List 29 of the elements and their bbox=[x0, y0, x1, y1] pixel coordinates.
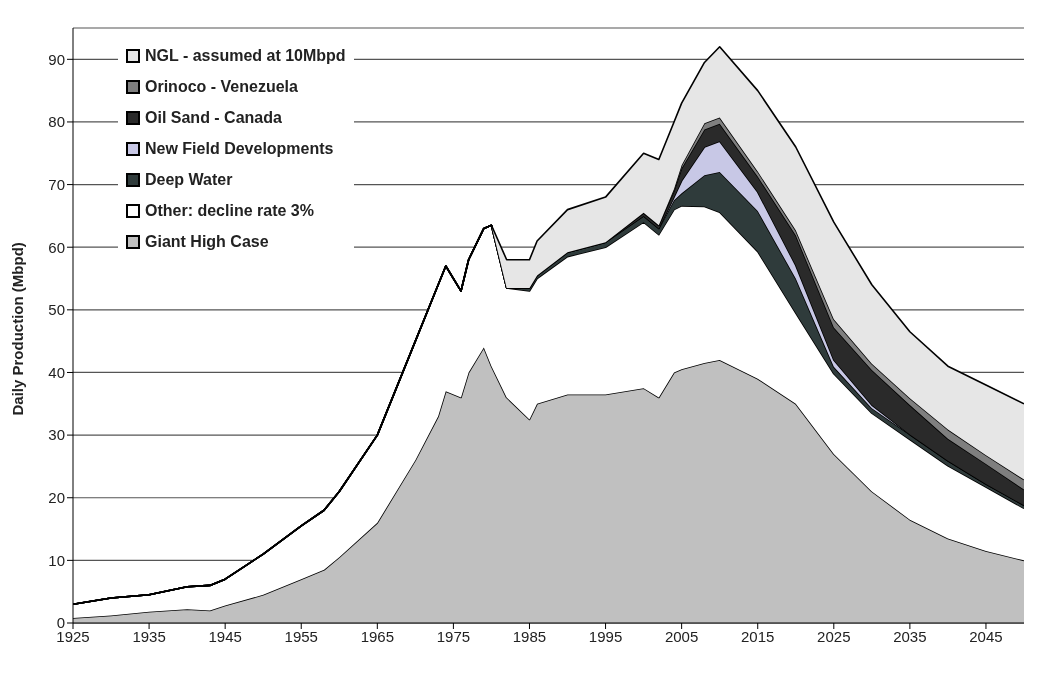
y-tick-label: 20 bbox=[48, 489, 65, 507]
y-tick-label: 90 bbox=[48, 50, 65, 68]
y-tick-label: 60 bbox=[48, 238, 65, 256]
x-tick-label: 2025 bbox=[817, 627, 851, 645]
x-tick-label: 1935 bbox=[132, 627, 166, 645]
legend-label: NGL - assumed at 10Mbpd bbox=[145, 46, 346, 65]
legend-label: Giant High Case bbox=[145, 232, 269, 251]
x-tick-label: 2045 bbox=[969, 627, 1003, 645]
legend-label: Orinoco - Venezuela bbox=[145, 77, 298, 96]
x-tick-label: 1985 bbox=[512, 627, 547, 645]
legend-label: Oil Sand - Canada bbox=[145, 108, 282, 127]
y-axis-title: Daily Production (Mbpd) bbox=[9, 242, 27, 416]
y-tick-label: 30 bbox=[48, 426, 65, 444]
y-tick-label: 40 bbox=[48, 363, 65, 381]
x-tick-label: 1955 bbox=[284, 627, 318, 645]
x-tick-label: 2035 bbox=[893, 627, 927, 645]
x-tick-label: 1995 bbox=[588, 627, 623, 645]
y-tick-label: 70 bbox=[48, 175, 65, 193]
x-tick-label: 2015 bbox=[741, 627, 775, 645]
legend-label: New Field Developments bbox=[145, 139, 334, 158]
x-tick-label: 1965 bbox=[360, 627, 395, 645]
y-tick-label: 80 bbox=[48, 113, 65, 131]
x-tick-label: 1945 bbox=[208, 627, 242, 645]
y-tick-label: 10 bbox=[48, 551, 65, 569]
x-tick-label: 2005 bbox=[664, 627, 699, 645]
legend-label: Other: decline rate 3% bbox=[145, 201, 314, 220]
x-tick-label: 1975 bbox=[436, 627, 471, 645]
legend-label: Deep Water bbox=[145, 170, 233, 189]
y-tick-label: 50 bbox=[48, 301, 65, 319]
